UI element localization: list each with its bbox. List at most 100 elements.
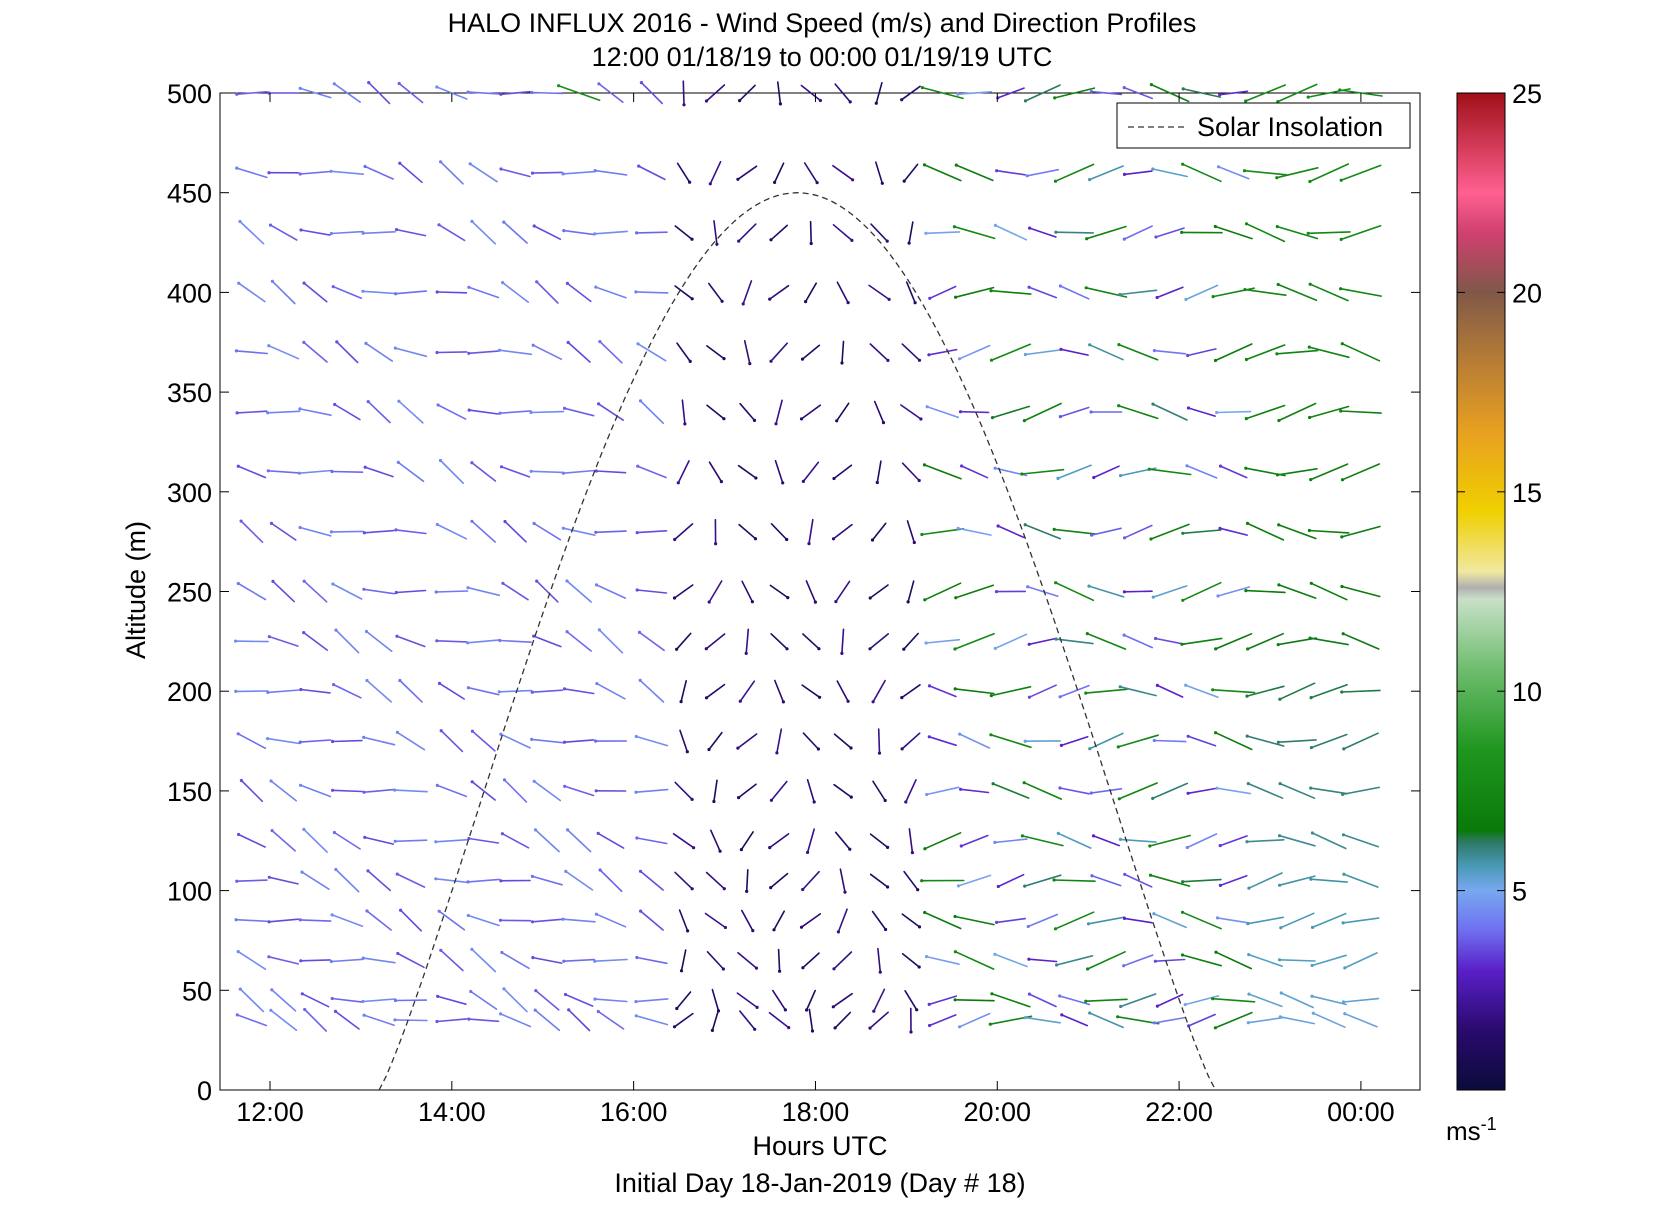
wind-vector-head: [915, 1008, 919, 1012]
wind-vector: [681, 399, 686, 425]
wind-vector-head: [635, 531, 639, 535]
wind-vector: [471, 220, 497, 245]
wind-vector: [801, 684, 821, 699]
wind-vector: [534, 1009, 561, 1032]
wind-vector-head: [801, 479, 806, 483]
wind-vector: [1309, 283, 1349, 302]
wind-vector: [713, 779, 718, 803]
wind-vector: [1156, 286, 1184, 299]
wind-vector: [675, 991, 692, 1010]
wind-vector: [636, 956, 668, 965]
wind-vector: [1149, 874, 1191, 887]
wind-vector: [708, 580, 723, 603]
wind-vector-head: [785, 537, 789, 542]
wind-vector: [1123, 225, 1153, 240]
wind-vector: [500, 733, 531, 749]
wind-vector: [534, 829, 560, 853]
wind-vector: [363, 588, 396, 595]
wind-vector: [925, 786, 960, 796]
wind-vector: [908, 828, 914, 854]
colorbar-tick-label: 25: [1512, 79, 1542, 109]
wind-vector-head: [302, 281, 306, 285]
wind-vector: [955, 164, 994, 182]
wind-vector: [906, 520, 916, 544]
wind-vector: [954, 632, 995, 650]
wind-vector-head: [1275, 176, 1279, 180]
wind-vector: [438, 910, 466, 931]
wind-vector: [923, 464, 962, 480]
wind-vector: [301, 871, 330, 891]
wind-vector: [531, 171, 563, 174]
wind-vector: [502, 221, 528, 244]
wind-vector: [563, 407, 595, 417]
wind-vector-head: [1343, 1012, 1347, 1016]
wind-vector-head: [635, 955, 639, 960]
wind-vector: [598, 629, 624, 654]
wind-vector: [237, 950, 267, 971]
wind-vector: [1150, 523, 1190, 540]
wind-vector: [1028, 958, 1058, 963]
wind-vector-head: [1090, 874, 1094, 878]
wind-vector-head: [988, 1022, 992, 1026]
wind-vector: [954, 998, 995, 1002]
wind-vector: [877, 947, 882, 973]
wind-vector-head: [816, 747, 821, 751]
wind-vector-head: [365, 678, 369, 683]
wind-vector: [597, 832, 625, 849]
wind-vector-head: [690, 297, 694, 301]
wind-vector-head: [1308, 636, 1312, 640]
wind-vector-head: [1278, 782, 1282, 786]
wind-vector: [742, 280, 753, 305]
wind-vector-head: [1152, 912, 1156, 916]
wind-vector: [806, 778, 816, 803]
wind-vector-head: [786, 596, 790, 600]
wind-vector-head: [332, 683, 336, 687]
wind-vector-head: [1306, 95, 1310, 99]
wind-vector-head: [900, 747, 904, 751]
wind-vector-head: [672, 1025, 677, 1029]
wind-vector-head: [723, 925, 728, 930]
wind-vector-head: [566, 340, 570, 345]
wind-vector-head: [530, 90, 534, 95]
wind-vector-head: [303, 1007, 307, 1012]
wind-vector-head: [773, 180, 777, 184]
wind-vector-head: [1058, 695, 1062, 699]
wind-vector: [1280, 992, 1314, 1009]
wind-vector: [872, 988, 886, 1013]
wind-vector: [637, 342, 667, 362]
wind-vector-head: [1245, 840, 1249, 844]
wind-vector-head: [1119, 474, 1123, 478]
wind-vector-head: [302, 631, 306, 635]
wind-vector: [330, 958, 364, 963]
wind-vector-head: [330, 996, 334, 1001]
wind-vector-head: [362, 531, 366, 535]
wind-vector-head: [1152, 349, 1156, 353]
wind-vector-head: [335, 340, 339, 344]
wind-vector: [467, 350, 500, 355]
wind-vector: [1028, 684, 1057, 699]
wind-vector-head: [439, 160, 443, 164]
wind-vector-head: [1213, 1026, 1217, 1030]
wind-vector: [333, 403, 361, 421]
wind-vector: [902, 632, 919, 651]
wind-vector-head: [497, 348, 502, 352]
wind-vector: [1091, 874, 1122, 887]
wind-vector: [271, 829, 297, 852]
wind-vector-head: [237, 832, 241, 837]
wind-vector-head: [1342, 747, 1346, 751]
wind-vector: [1278, 584, 1317, 599]
wind-vector-head: [781, 700, 786, 704]
wind-vector: [769, 872, 789, 889]
wind-vector-head: [470, 461, 474, 465]
wind-vector: [872, 780, 887, 802]
wind-vector-head: [1310, 963, 1314, 968]
wind-vector-head: [924, 955, 929, 959]
wind-vector: [774, 459, 784, 484]
wind-vector-head: [1307, 528, 1311, 533]
wind-vector: [994, 224, 1028, 241]
wind-vector: [1181, 954, 1222, 967]
wind-vector: [900, 85, 921, 101]
wind-vector-head: [634, 1000, 638, 1004]
wind-vector-head: [917, 965, 921, 969]
wind-vector: [773, 679, 785, 703]
